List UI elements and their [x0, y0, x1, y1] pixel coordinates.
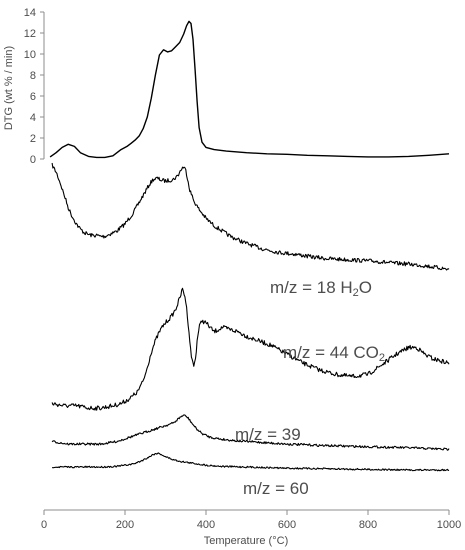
y-tick-label: 2	[30, 133, 36, 145]
mz18-h2o-line	[51, 162, 450, 271]
dtg-line	[49, 20, 450, 159]
y-tick-label: 14	[24, 7, 36, 19]
trace-label-mz60: m/z = 60	[243, 479, 309, 498]
x-tick-label: 600	[278, 519, 296, 531]
trace-label-co2: m/z = 44 CO2	[283, 343, 385, 364]
axes: 0 2 4 6 8 10 12 14 0 200 400 600 800 1000	[24, 7, 461, 531]
mz44-co2-line	[51, 287, 450, 411]
y-tick-label: 8	[30, 70, 36, 82]
y-tick-label: 12	[24, 28, 36, 40]
mz39-line	[51, 414, 450, 451]
curves	[49, 20, 450, 472]
trace-labels: m/z = 18 H2O m/z = 44 CO2 m/z = 39 m/z =…	[235, 278, 385, 498]
x-tick-label: 0	[41, 519, 47, 531]
x-tick-label: 1000	[437, 519, 461, 531]
y-tick-label: 6	[30, 91, 36, 103]
x-tick-label: 400	[197, 519, 215, 531]
x-axis-label: Temperature (°C)	[204, 535, 288, 547]
y-tick-label: 0	[30, 154, 36, 166]
y-axis-label: DTG (wt % / min)	[3, 46, 15, 130]
trace-label-mz39: m/z = 39	[235, 425, 301, 444]
x-tick-label: 800	[359, 519, 377, 531]
trace-label-h2o: m/z = 18 H2O	[270, 278, 372, 299]
mz60-line	[52, 452, 450, 472]
x-tick-label: 200	[116, 519, 134, 531]
y-tick-label: 4	[30, 112, 36, 124]
y-tick-label: 10	[24, 49, 36, 61]
